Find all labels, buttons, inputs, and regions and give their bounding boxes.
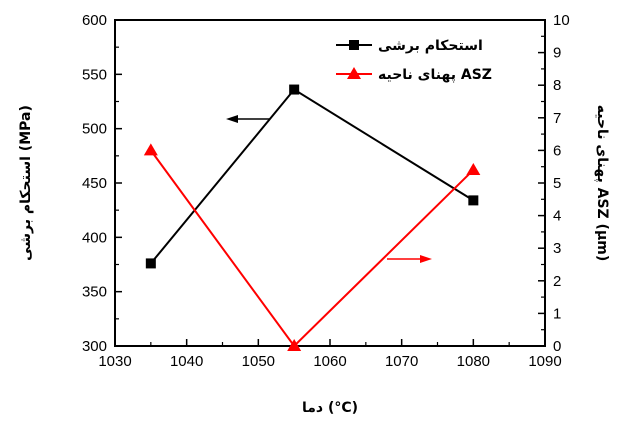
- right-y-tick-label: 0: [553, 338, 561, 355]
- series-2-point: [287, 339, 302, 351]
- right-axis-title: پهنای ناحیه ASZ (µm): [594, 105, 610, 262]
- right-y-tick-label: 3: [553, 240, 561, 257]
- right-y-tick-label: 6: [553, 142, 561, 159]
- x-tick-label: 1050: [242, 353, 275, 370]
- left-y-tick-label: 550: [82, 66, 107, 83]
- right-y-tick-label: 1: [553, 305, 561, 322]
- right-y-tick-label: 5: [553, 175, 561, 192]
- right-y-tick-label: 2: [553, 273, 561, 290]
- legend-label-asz-width: پهنای ناحیه ASZ: [378, 67, 492, 83]
- legend-label-shear-strength: استحکام برشی: [378, 38, 483, 54]
- left-y-tick-label: 600: [82, 12, 107, 29]
- legend-item-shear-strength: استحکام برشی: [336, 38, 483, 54]
- right-y-tick-label: 7: [553, 110, 561, 127]
- series-1-point: [289, 84, 300, 95]
- series-2-point: [466, 162, 481, 175]
- x-tick-label: 1090: [528, 353, 561, 370]
- left-y-tick-label: 300: [82, 338, 107, 355]
- series-1-line: [150, 88, 474, 265]
- left-y-tick-label: 450: [82, 175, 107, 192]
- x-tick-label: 1070: [385, 353, 418, 370]
- right-y-tick-label: 4: [553, 208, 561, 225]
- right-y-tick-label: 9: [553, 45, 561, 62]
- legend: استحکام برشی پهنای ناحیه ASZ: [336, 38, 492, 83]
- right-axis-arrow: [387, 255, 432, 263]
- left-y-tick-label: 400: [82, 229, 107, 246]
- x-tick-label: 1060: [313, 353, 346, 370]
- left-y-tick-label: 500: [82, 121, 107, 138]
- x-tick-label: 1040: [170, 353, 203, 370]
- left-y-tick-label: 350: [82, 284, 107, 301]
- x-axis: 1030 1040 1050 1060 1070 1080 1090: [98, 339, 562, 370]
- right-y-axis: 0 1 2 3 4 5 6 7 8 9 10: [538, 12, 570, 355]
- x-tick-label: 1080: [457, 353, 490, 370]
- right-y-tick-label: 10: [553, 12, 570, 29]
- left-y-axis: 300 350 400 450 500 550 600: [82, 12, 122, 355]
- x-tick-label: 1030: [98, 353, 131, 370]
- left-axis-title: استحکام برشی (MPa): [18, 105, 34, 261]
- series-1-point: [145, 258, 156, 269]
- series-2-point: [143, 143, 158, 156]
- right-y-tick-label: 8: [553, 77, 561, 94]
- left-axis-arrow: [226, 115, 270, 123]
- legend-item-asz-width: پهنای ناحیه ASZ: [336, 67, 492, 83]
- x-axis-title: دما (°C): [302, 400, 358, 416]
- series-2-line: [150, 149, 475, 348]
- series-layer: [143, 84, 481, 351]
- series-1-point: [468, 195, 479, 206]
